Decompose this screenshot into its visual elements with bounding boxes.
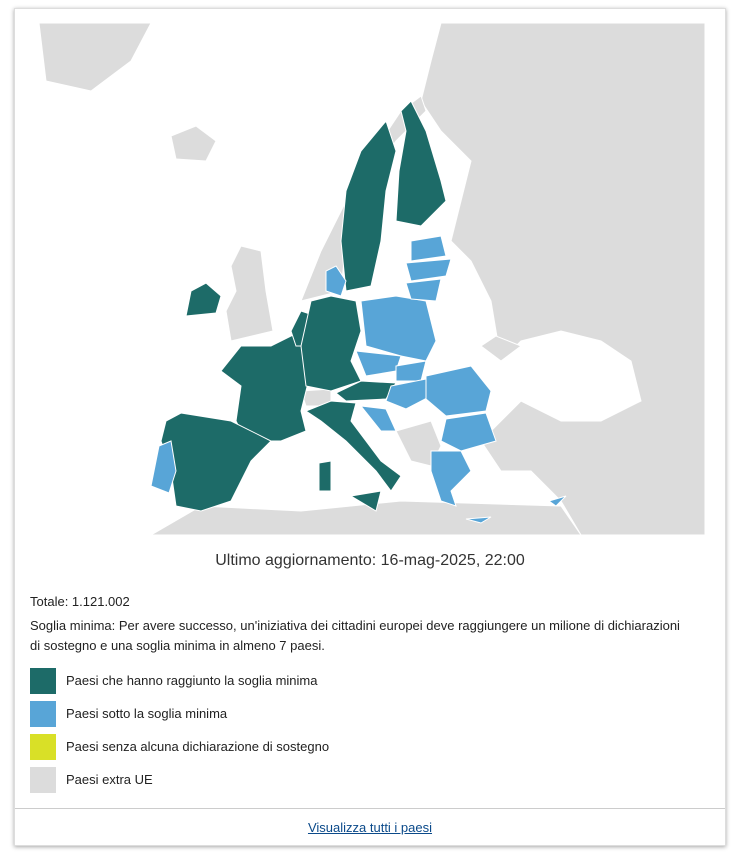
country: [300, 295, 362, 392]
threshold-note: Soglia minima: Per avere successo, un'in…: [30, 618, 680, 653]
country: [385, 378, 432, 410]
country: [359, 405, 397, 432]
legend-item: Paesi extra UE: [30, 763, 329, 796]
country: [405, 278, 442, 302]
legend-item: Paesi sotto la soglia minima: [30, 697, 329, 730]
total: Totale: 1.121.002: [30, 594, 130, 609]
country: [430, 450, 472, 507]
country: [304, 400, 402, 492]
link-row: Visualizza tutti i paesi: [15, 820, 725, 835]
legend-label: Paesi senza alcuna dichiarazione di sost…: [66, 739, 330, 754]
legend-label: Paesi sotto la soglia minima: [66, 706, 228, 721]
legend-item: Paesi senza alcuna dichiarazione di sost…: [30, 730, 329, 763]
legend-item: Paesi che hanno raggiunto la soglia mini…: [30, 664, 329, 697]
legend: Paesi che hanno raggiunto la soglia mini…: [30, 664, 329, 796]
country: [185, 282, 222, 317]
map: [39, 23, 705, 535]
country: [395, 100, 447, 227]
country: [425, 365, 492, 417]
view-all-link[interactable]: Visualizza tutti i paesi: [307, 820, 433, 835]
country: [340, 119, 397, 292]
divider: [15, 808, 725, 809]
legend-label: Paesi che hanno raggiunto la soglia mini…: [66, 673, 318, 688]
country: [547, 495, 567, 507]
card: Ultimo aggiornamento: 16-mag-2025, 22:00…: [14, 8, 726, 846]
legend-label: Paesi extra UE: [66, 772, 153, 787]
legend-swatch: [30, 700, 56, 727]
country: [465, 516, 492, 524]
country: [405, 258, 452, 282]
legend-swatch: [30, 667, 56, 694]
country: [349, 490, 382, 512]
country: [410, 235, 447, 262]
country: [440, 412, 497, 452]
legend-swatch: [30, 766, 56, 793]
country: [325, 265, 347, 297]
country: [220, 330, 317, 442]
legend-swatch: [30, 733, 56, 760]
update-time: Ultimo aggiornamento: 16-mag-2025, 22:00: [215, 552, 525, 569]
country: [360, 295, 437, 362]
country: [150, 440, 177, 494]
country: [318, 460, 332, 492]
